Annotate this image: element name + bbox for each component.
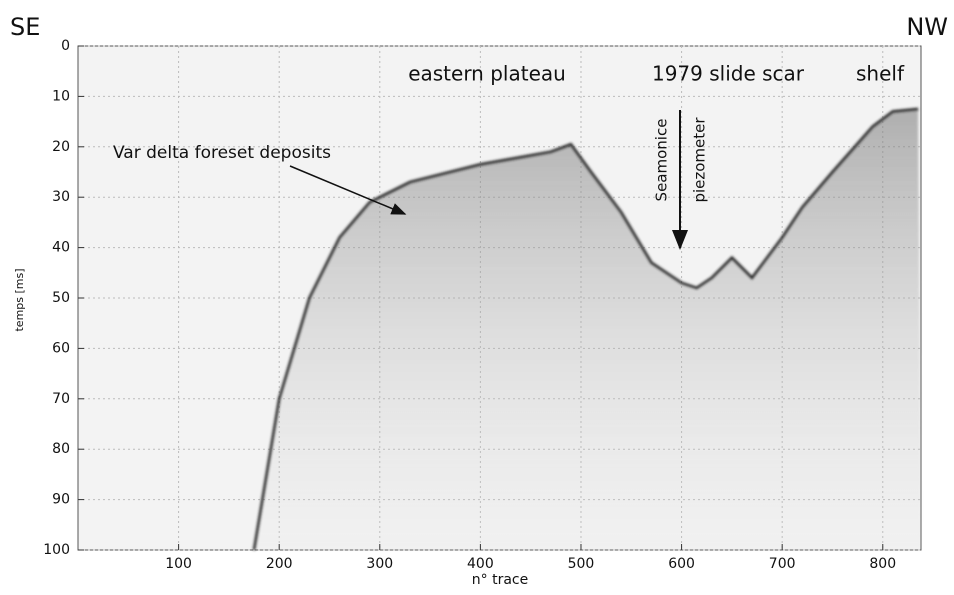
y-tick-label: 70 [52,391,70,407]
figure: SE NW eastern plateau 1979 slide scar sh… [0,0,954,591]
y-tick-label: 0 [61,38,70,54]
y-tick-label: 10 [52,88,70,104]
annotation: piezometer [691,117,709,203]
annotation: Seamonice [653,119,671,202]
x-tick-label: 800 [869,556,896,572]
y-tick-label: 80 [52,441,70,457]
annotation: 1979 slide scar [652,62,805,86]
x-tick-label: 100 [165,556,192,572]
x-tick-label: 200 [266,556,293,572]
corner-label: SE [10,13,40,41]
x-axis-label: n° trace [472,572,528,588]
y-tick-label: 50 [52,290,70,306]
annotation: Var delta foreset deposits [113,143,331,163]
y-tick-label: 20 [52,139,70,155]
y-axis-label: temps [ms] [13,268,26,331]
x-tick-label: 500 [568,556,595,572]
x-tick-label: 600 [668,556,695,572]
y-tick-label: 90 [52,492,70,508]
y-tick-label: 100 [43,542,70,558]
y-tick-label: 60 [52,340,70,356]
annotation: eastern plateau [408,62,566,86]
x-tick-label: 700 [769,556,796,572]
x-tick-label: 300 [366,556,393,572]
x-tick-label: 400 [467,556,494,572]
annotation: shelf [856,62,905,86]
y-tick-label: 40 [52,240,70,256]
corner-label: NW [906,13,948,41]
y-tick-label: 30 [52,189,70,205]
